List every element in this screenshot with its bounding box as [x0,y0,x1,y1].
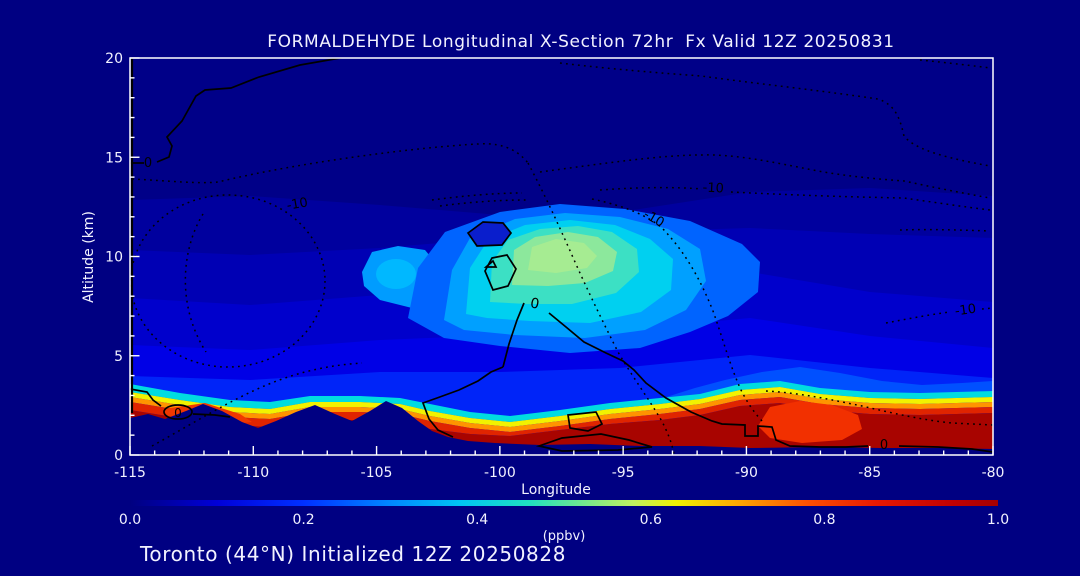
x-axis-title: Longitude [521,482,591,498]
x-axis-ticks [129,446,994,455]
contour-label: 0 [529,295,541,312]
x-tick-label: -90 [735,465,758,481]
contour-lines [130,58,993,455]
y-tick-label: 20 [105,51,123,67]
contour-label: -10 [702,180,724,196]
x-axis-labels: -115 -110 -105 -100 -95 -90 -85 -80 [114,465,1004,481]
colorbar-tick-label: 1.0 [987,512,1009,528]
x-tick-label: -115 [114,465,146,481]
y-axis-ticks [130,57,140,456]
x-tick-label: -100 [484,465,516,481]
y-tick-label: 10 [105,250,123,266]
colorbar-tick-label: 0.4 [466,512,488,528]
colorbar-tick-label: 0.8 [813,512,835,528]
contour-label: -10 [286,195,310,213]
contour-label: -10 [954,302,977,320]
colorbar-tick-label: 0.0 [119,512,141,528]
y-tick-label: 15 [105,150,123,166]
contour-label: 0 [174,406,182,420]
colorbar-gradient [130,500,998,506]
x-tick-label: -110 [237,465,269,481]
colorbar-labels: 0.0 0.2 0.4 0.6 0.8 1.0 [119,512,1009,528]
colorbar-units: (ppbv) [543,529,586,544]
colorbar: 0.0 0.2 0.4 0.6 0.8 1.0 (ppbv) [119,500,1009,544]
y-tick-label: 5 [114,349,123,365]
y-axis-title: Altitude (km) [81,211,97,303]
contour-label: 0 [144,156,152,171]
x-tick-label: -105 [361,465,393,481]
field-layers [130,58,993,455]
plot-title: FORMALDEHYDE Longitudinal X-Section 72hr… [267,32,894,52]
y-axis-labels: 0 5 10 15 20 [105,51,123,464]
colorbar-tick-label: 0.6 [640,512,662,528]
footer-annotation: Toronto (44°N) Initialized 12Z 20250828 [139,542,566,566]
y-tick-label: 0 [114,448,123,464]
colorbar-tick-label: 0.2 [292,512,314,528]
contour-label: 0 [880,438,888,453]
x-tick-label: -95 [612,465,635,481]
x-tick-label: -85 [858,465,881,481]
x-tick-label: -80 [982,465,1005,481]
